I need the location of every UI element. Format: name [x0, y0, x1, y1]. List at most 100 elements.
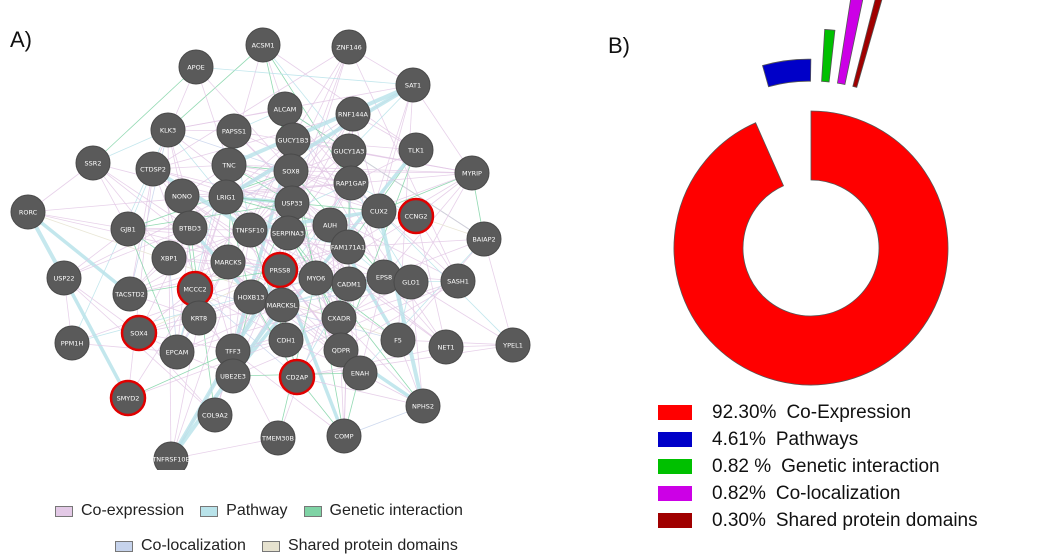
network-node: TNFSF10 [232, 212, 268, 248]
network-edge [195, 66, 414, 86]
network-node: TNFRSF10E [151, 441, 190, 470]
network-node: KRT8 [181, 300, 217, 336]
network-node: KLK3 [150, 112, 186, 148]
pie-legend: 92.30% Co-Expression 4.61% Pathways 0.82… [658, 399, 978, 534]
network-node-label: GUCY1A3 [334, 147, 365, 155]
network-node: GJB1 [110, 211, 146, 247]
network-node-label: KRT8 [191, 314, 207, 322]
legend-swatch-genetic-interaction [303, 505, 322, 517]
network-node-label: CUX2 [370, 207, 388, 215]
network-node-circle [466, 221, 502, 257]
network-node: TMEM30B [260, 420, 296, 456]
network-node-circle [333, 165, 369, 201]
network-node-circle [210, 244, 246, 280]
network-edge [287, 215, 417, 234]
network-edge [176, 304, 283, 353]
legend-swatch-shared-protein-domains [261, 540, 280, 552]
network-node-circle [330, 229, 366, 265]
pie-legend-label: Shared protein domains [775, 509, 978, 531]
network-edge [232, 350, 345, 437]
donut-chart [673, 0, 949, 386]
pie-legend-item-co-localization: 0.82% Co-localization [658, 480, 978, 507]
network-node-label: ACSM1 [252, 41, 275, 49]
legend-swatch-co-localization [115, 540, 133, 552]
network-node: USP33 [274, 185, 310, 221]
network-node-circle [342, 355, 378, 391]
network-node: NET1 [428, 329, 464, 365]
pie-legend-label: Co-localization [775, 482, 901, 504]
network-edge [167, 44, 264, 131]
network-node: CADM1 [331, 266, 367, 302]
network-edge [71, 342, 178, 353]
network-node: SOX4 [120, 314, 158, 352]
network-edge [167, 129, 251, 231]
network-node-circle [405, 388, 441, 424]
network-node-circle [208, 179, 244, 215]
network-node-circle [440, 263, 476, 299]
network-node: SERPINA3 [270, 215, 306, 251]
network-node: FAM171A1 [330, 229, 366, 265]
network-node-circle [159, 334, 195, 370]
network-node-circle [120, 314, 158, 352]
network-node-label: APOE [187, 63, 205, 71]
network-node-circle [135, 151, 171, 187]
network-edge [359, 238, 485, 374]
network-node: CDH1 [268, 322, 304, 358]
network-node: BAIAP2 [466, 221, 502, 257]
network-node: NPHS2 [405, 388, 441, 424]
network-node-label: SOX8 [282, 167, 299, 175]
network-edge [410, 172, 473, 283]
legend-co-expression: Co-expression [55, 502, 184, 520]
network-edge [194, 288, 298, 378]
network-edge [181, 195, 281, 271]
network-node-circle [270, 215, 306, 251]
network-node-label: GJB1 [120, 225, 136, 233]
network-node: LRIG1 [208, 179, 244, 215]
network-node-circle [178, 49, 214, 85]
network-node-label: ALCAM [274, 105, 297, 113]
pie-legend-item-shared-protein-domains: 0.30% Shared protein domains [658, 507, 978, 534]
donut-slice [852, 0, 883, 88]
network-edge [338, 317, 424, 407]
network-node-label: NPHS2 [412, 402, 434, 410]
network-edge-pathway [224, 83, 415, 199]
network-edge [348, 150, 485, 240]
network-edge [412, 84, 473, 174]
pie-legend-item-genetic-interaction: 0.82 % Genetic interaction [658, 453, 978, 480]
network-edge [397, 238, 485, 341]
network-edge [296, 376, 424, 407]
donut-slice [673, 110, 949, 386]
network-node-label: ENAH [351, 369, 369, 377]
network-node: EPS8 [366, 259, 402, 295]
network-node-label: YPEL1 [502, 341, 523, 349]
network-node-label: F5 [394, 336, 402, 344]
network-node: XBP1 [151, 240, 187, 276]
network-node-label: ZNF146 [336, 43, 361, 51]
network-node-circle [260, 420, 296, 456]
network-node-circle [331, 266, 367, 302]
network-node-label: UBE2E3 [220, 372, 246, 380]
network-node-circle [245, 27, 281, 63]
network-node-circle [54, 325, 90, 361]
network-edge [152, 46, 350, 170]
network-edge [92, 162, 170, 259]
network-edge-pathway [377, 210, 425, 407]
network-node-label: TLK1 [407, 146, 424, 154]
network-node-label: XBP1 [161, 254, 178, 262]
network-node: CD2AP [278, 358, 316, 396]
network-node: PAPSS1 [216, 113, 252, 149]
network-node: SSR2 [75, 145, 111, 181]
network-edge [127, 202, 293, 230]
network-node: YPEL1 [495, 327, 531, 363]
network-node-label: HOXB13 [238, 293, 265, 301]
network-node-label: BAIAP2 [472, 235, 495, 243]
network-node-label: TNFSF10 [235, 226, 265, 234]
network-node-circle [393, 264, 429, 300]
legend-shared-protein-domains: Shared protein domains [261, 537, 458, 555]
network-node: TLK1 [398, 132, 434, 168]
network-edge [26, 210, 132, 296]
network-node: MCCC2 [176, 270, 214, 308]
network-node-label: LRIG1 [216, 193, 235, 201]
network-node-circle [397, 197, 435, 235]
network-node-circle [151, 240, 187, 276]
